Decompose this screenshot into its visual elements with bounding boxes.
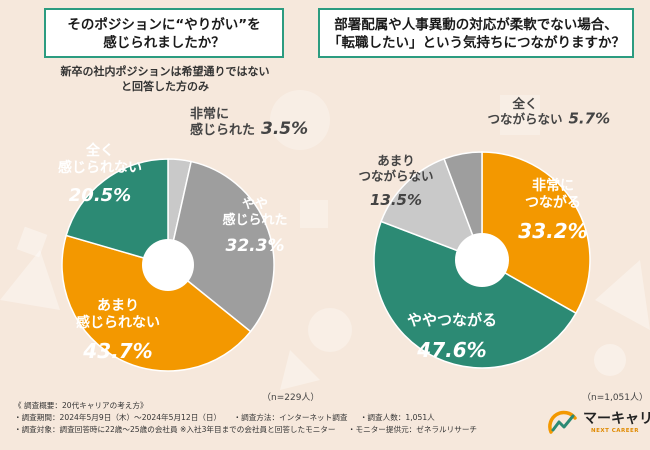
chart1-label-2-text-2: 感じられた <box>222 212 287 228</box>
chart1-value-label-2: 32.3% <box>226 236 285 256</box>
footer-provider: ・モニター提供元：ゼネラルリサーチ <box>347 425 478 434</box>
right-n-label: （n=1,051人） <box>582 393 649 403</box>
chart1-label-2-text-1: やや <box>242 197 268 212</box>
left-chart-subtitle: 新卒の社内ポジションは希望通りではない と回答した方のみ <box>20 64 310 94</box>
chart1-slice-4 <box>65 158 169 266</box>
chart2-label-4-text-1: 全く <box>511 96 537 111</box>
footer-row-1: ・調査期間：2024年5月9日（木）～2024年5月12日（日） ・調査方法：イ… <box>14 412 544 424</box>
left-n-label: （n=229人） <box>262 393 320 403</box>
chart2-label-4-text-2: つながらない <box>487 112 562 127</box>
chart1-label-1-text-2: 感じられた <box>190 122 255 138</box>
chart2-label-1-text-1: 非常に <box>532 177 574 194</box>
right-chart-title: 部署配属や人事異動の対応が柔軟でない場合、 「転職したい」という気持ちにつながり… <box>318 8 634 58</box>
chart2-slice-3 <box>380 157 484 262</box>
chart1-label-4-text-2: 感じられない <box>58 159 142 176</box>
left-title-line-1: そのポジションに“やりがい”を <box>67 17 261 33</box>
chart2-label-3-text-2: つながらない <box>358 169 433 184</box>
chart1-value-label-1: 3.5% <box>261 119 308 139</box>
chart2-value-label-1: 33.2% <box>518 219 587 243</box>
chart1-slice-3 <box>61 234 252 372</box>
chart1-donut-hole <box>142 239 194 291</box>
left-chart-title: そのポジションに“やりがい”を 感じられましたか？ <box>44 8 284 58</box>
chart2-label-2: ややつながる 47.6% <box>407 311 497 362</box>
chart2-label-1-text-2: つながる <box>525 194 581 211</box>
chart2-slice-2 <box>373 220 578 369</box>
chart2-label-2-text-1: ややつながる <box>407 311 497 329</box>
footer-row-2: ・調査対象：調査回答時に22歳～25歳の会社員 ※入社3年目までの会社員と回答し… <box>14 424 544 436</box>
chart1-label-3-text-1: あまり <box>97 298 139 314</box>
subtitle-line-1: 新卒の社内ポジションは希望通りではない <box>60 65 270 78</box>
chart1-label-1-text-1: 非常に <box>190 106 229 122</box>
chart1-label-4-text-1: 全く <box>85 142 114 159</box>
chart2-slice-1 <box>481 151 591 315</box>
logo-tagline: NEXT CAREER <box>591 428 640 434</box>
chart2-donut-hole <box>455 233 509 287</box>
chart2-slice-4 <box>443 151 483 261</box>
right-title-line-2: 「転職したい」という気持ちにつながりますか？ <box>328 35 625 51</box>
chart1-value-label-4: 20.5% <box>69 185 131 206</box>
chart2-label-3-text-1: あまり <box>377 153 415 168</box>
right-title-line-1: 部署配属や人事異動の対応が柔軟でない場合、 <box>334 17 618 33</box>
footer-respondents: ・調査人数：1,051人 <box>359 413 435 422</box>
chart2-value-label-4: 5.7% <box>569 110 611 128</box>
subtitle-line-2: と回答した方のみ <box>121 80 209 93</box>
logo-icon <box>548 410 577 434</box>
footer-period: ・調査期間：2024年5月9日（木）～2024年5月12日（日） <box>14 413 222 422</box>
chart1-label-3-text-2: 感じられない <box>76 314 160 331</box>
footer-method: ・調査方法：インターネット調査 <box>233 413 348 422</box>
chart2-value-label-3: 13.5% <box>370 191 422 209</box>
chart2-value-label-2: 47.6% <box>416 338 486 362</box>
chart1-value-label-3: 43.7% <box>82 339 152 363</box>
footer-overview: 《 調査概要：20代キャリアの考え方》 <box>14 401 148 410</box>
survey-overview: 《 調査概要：20代キャリアの考え方》 ・調査期間：2024年5月9日（木）～2… <box>14 400 544 436</box>
left-title-line-2: 感じられましたか？ <box>103 35 225 51</box>
brand-logo: マーキャリ NEXT CAREER <box>545 406 650 442</box>
chart1-slice-2 <box>167 160 275 333</box>
logo-name: マーキャリ <box>583 411 650 427</box>
footer-target: ・調査対象：調査回答時に22歳～25歳の会社員 ※入社3年目までの会社員と回答し… <box>14 425 336 434</box>
